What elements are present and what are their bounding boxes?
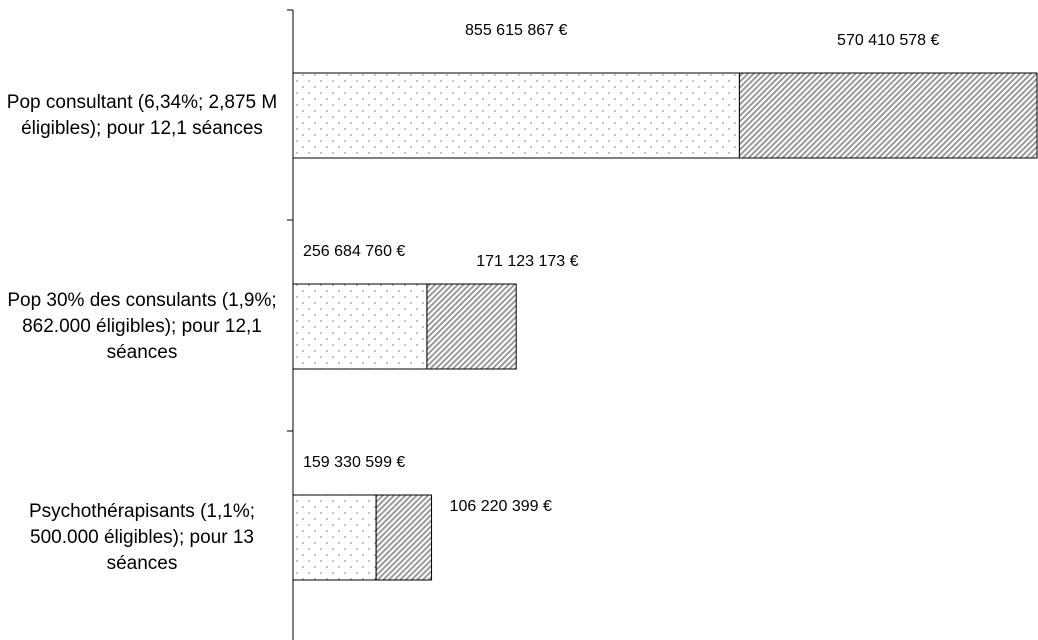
bar-segment [375, 494, 433, 581]
value-label: 106 220 399 € [450, 498, 552, 515]
value-label: 855 615 867 € [465, 22, 567, 39]
value-label: 171 123 173 € [476, 253, 578, 270]
value-label: 159 330 599 € [303, 454, 405, 471]
bar-segment [292, 72, 740, 159]
value-label: 570 410 578 € [837, 32, 939, 49]
category-label: Pop 30% des consulants (1,9%; 862.000 él… [7, 289, 277, 363]
category-label: Pop consultant (6,34%; 2,875 M éligibles… [6, 91, 278, 139]
bar-segment [426, 283, 517, 370]
bar-segment [292, 494, 377, 581]
value-label: 256 684 760 € [303, 243, 405, 260]
category-label: Psychothérapisants (1,1%; 500.000 éligib… [28, 500, 255, 574]
bar-segment [738, 72, 1038, 159]
bar-segment [292, 283, 428, 370]
